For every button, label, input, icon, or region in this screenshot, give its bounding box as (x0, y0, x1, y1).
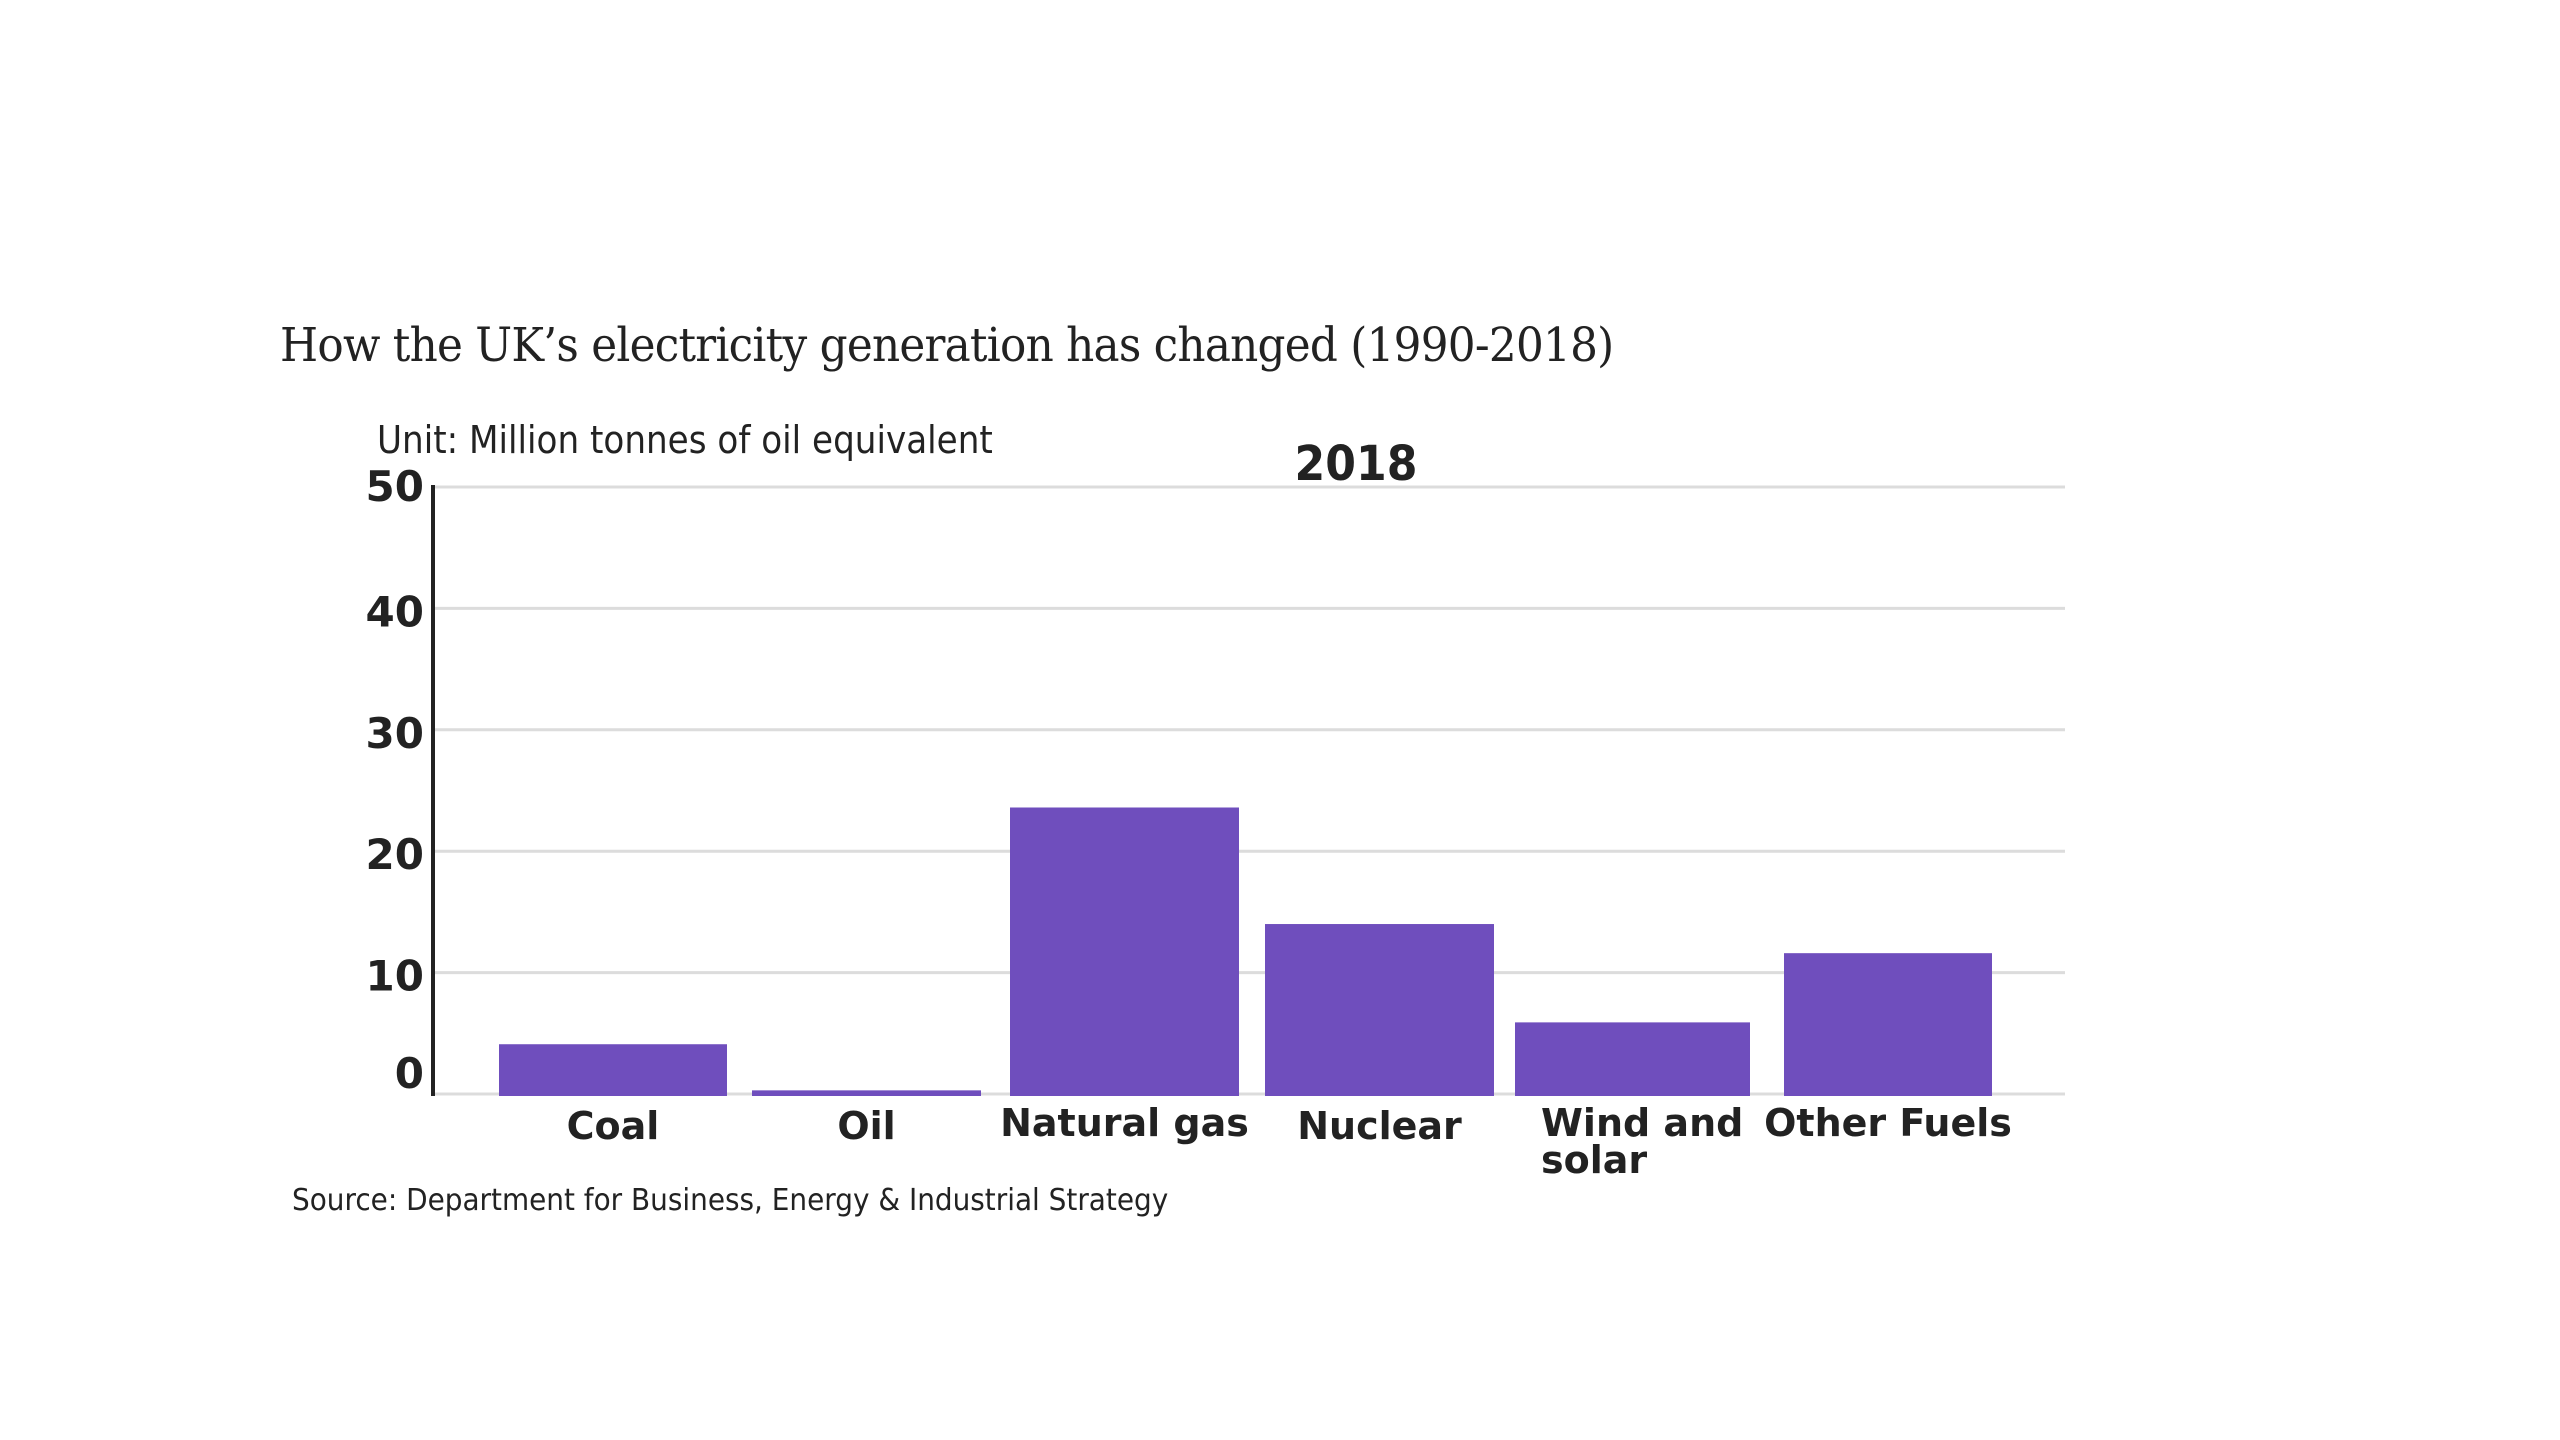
x-tick-label: Coal (567, 1104, 660, 1148)
x-tick-label: Wind and solar (1541, 1101, 1743, 1182)
source-note: Source: Department for Business, Energy … (292, 1183, 1169, 1218)
y-tick-label: 0 (395, 1049, 424, 1098)
x-tick-label: Nuclear (1297, 1104, 1462, 1148)
bar-other-fuels (1784, 953, 1992, 1096)
y-tick-labels: 0 10 20 30 40 50 (366, 462, 424, 1098)
bar-wind-and-solar (1515, 1022, 1750, 1096)
x-tick-labels: Coal Oil Natural gas Nuclear Wind and solar Ot… (567, 1101, 2012, 1182)
y-tick-label: 20 (366, 830, 424, 879)
y-tick-label: 50 (366, 462, 424, 511)
year-label: 2018 (1294, 436, 1418, 492)
y-tick-label: 40 (366, 587, 424, 636)
x-tick-label: Other Fuels (1764, 1101, 2012, 1145)
x-tick-label: Oil (837, 1104, 895, 1148)
bar-coal (499, 1044, 727, 1096)
bars (499, 807, 1992, 1096)
x-tick-label: Natural gas (1000, 1101, 1249, 1145)
chart-title: How the UK’s electricity generation has … (280, 318, 1614, 373)
y-tick-label: 30 (366, 709, 424, 758)
bar-oil (752, 1090, 981, 1096)
bar-nuclear (1265, 924, 1494, 1096)
y-tick-label: 10 (366, 952, 424, 1001)
bar-natural-gas (1010, 807, 1239, 1096)
unit-label: Unit: Million tonnes of oil equivalent (377, 418, 993, 462)
